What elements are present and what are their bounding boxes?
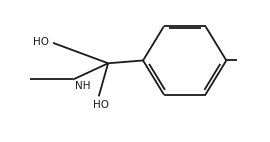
Text: NH: NH	[75, 81, 90, 91]
Text: HO: HO	[93, 100, 109, 110]
Text: HO: HO	[33, 37, 49, 47]
